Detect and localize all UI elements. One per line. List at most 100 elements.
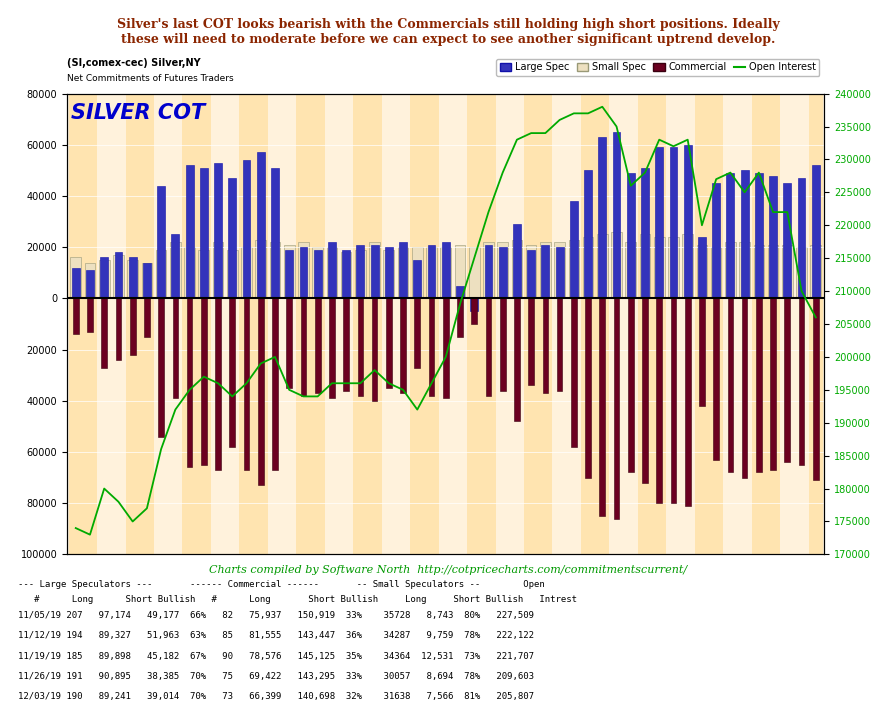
Bar [737, 94, 752, 554]
Bar [752, 94, 766, 554]
Bar [513, 224, 521, 298]
Bar [326, 247, 337, 298]
Bar [197, 94, 211, 554]
Bar [214, 163, 222, 298]
Bar [287, 298, 292, 388]
Bar [584, 171, 592, 298]
Bar [201, 298, 207, 465]
Bar [439, 94, 452, 554]
Bar [683, 235, 693, 298]
Bar [771, 298, 776, 470]
Bar [614, 298, 619, 518]
Bar [382, 94, 396, 554]
Bar [599, 298, 605, 516]
Bar [766, 94, 780, 554]
Bar [314, 298, 321, 393]
Bar [728, 298, 733, 472]
Text: Net Commitments of Futures Traders: Net Commitments of Futures Traders [67, 73, 234, 83]
Bar [512, 240, 522, 298]
Bar [798, 298, 805, 465]
Bar [709, 94, 723, 554]
Bar [186, 298, 193, 467]
Bar [116, 298, 121, 360]
Bar [797, 178, 806, 298]
Bar [668, 237, 679, 298]
Bar [401, 298, 406, 393]
Bar [568, 240, 579, 298]
Bar [101, 298, 107, 367]
Bar [254, 94, 268, 554]
Bar [540, 242, 551, 298]
Bar [371, 245, 378, 298]
Bar [415, 298, 420, 367]
Bar [611, 232, 622, 298]
Text: Silver's last COT looks bearish with the Commercials still holding high short po: Silver's last COT looks bearish with the… [116, 18, 780, 46]
Bar [225, 94, 239, 554]
Bar [780, 94, 795, 554]
Bar [73, 298, 79, 334]
Bar [655, 148, 663, 298]
Bar [499, 247, 506, 298]
Bar [783, 183, 791, 298]
Bar [69, 94, 82, 554]
Bar [454, 245, 465, 298]
Text: (SI,comex-cec) Silver,NY: (SI,comex-cec) Silver,NY [67, 58, 201, 68]
Bar [284, 245, 295, 298]
Bar [510, 94, 524, 554]
Bar [229, 298, 235, 447]
Bar [299, 247, 307, 298]
Text: --- Large Speculators ---       ------ Commercial ------       -- Small Speculat: --- Large Speculators --- ------ Commerc… [18, 580, 545, 589]
Bar [111, 94, 125, 554]
Bar [385, 247, 392, 298]
Bar [654, 237, 665, 298]
Bar [642, 298, 648, 482]
Bar [154, 94, 168, 554]
Bar [698, 237, 706, 298]
Bar [372, 298, 377, 401]
Text: 11/05/19 207   97,174   49,177  66%   82   75,937   150,919  33%    35728   8,74: 11/05/19 207 97,174 49,177 66% 82 75,937… [18, 611, 534, 620]
Bar [140, 94, 154, 554]
Bar [86, 270, 94, 298]
Bar [228, 178, 237, 298]
Bar [514, 298, 520, 421]
Bar [541, 245, 549, 298]
Bar [328, 242, 336, 298]
Bar [428, 298, 435, 396]
Bar [812, 166, 820, 298]
Bar [271, 168, 279, 298]
Bar [640, 235, 650, 298]
Bar [809, 94, 823, 554]
Bar [410, 94, 425, 554]
Bar [168, 94, 183, 554]
Bar [115, 252, 123, 298]
Bar [628, 298, 633, 472]
Bar [441, 247, 451, 298]
Bar [597, 235, 607, 298]
Bar [713, 298, 719, 459]
Bar [157, 186, 165, 298]
Bar [329, 298, 335, 398]
Bar [386, 298, 392, 388]
Bar [156, 250, 167, 298]
Bar [529, 298, 534, 385]
Bar [811, 245, 821, 298]
Bar [470, 298, 478, 311]
Bar [211, 94, 225, 554]
Bar [129, 258, 136, 298]
Text: Charts compiled by Software North  http://cotpricecharts.com/commitmentscurrent/: Charts compiled by Software North http:/… [209, 565, 687, 575]
Bar [727, 173, 735, 298]
Bar [570, 201, 578, 298]
Bar [282, 94, 297, 554]
Bar [567, 94, 581, 554]
Bar [426, 247, 437, 298]
Bar [527, 250, 535, 298]
Text: 11/19/19 185   89,898   45,182  67%   90   78,576   145,125  35%    34364  12,53: 11/19/19 185 89,898 45,182 67% 90 78,576… [18, 652, 534, 661]
Bar [241, 247, 252, 298]
Bar [795, 94, 809, 554]
Bar [113, 255, 124, 298]
Bar [99, 260, 109, 298]
Bar [427, 245, 435, 298]
Bar [684, 145, 692, 298]
Bar [725, 242, 736, 298]
Bar [324, 94, 339, 554]
